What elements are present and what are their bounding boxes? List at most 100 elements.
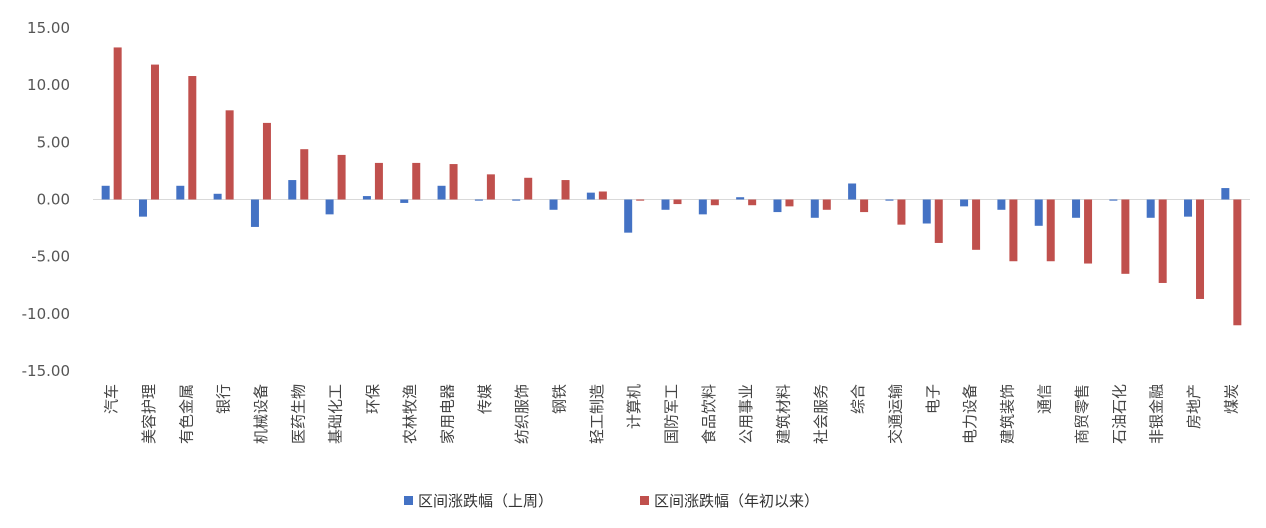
- category-label: 机械设备: [252, 384, 270, 444]
- bar-ytd-21: [897, 199, 906, 225]
- legend: 区间涨跌幅（上周） 区间涨跌幅（年初以来）: [404, 492, 819, 510]
- bar-last-week-25: [1034, 199, 1043, 226]
- bar-last-week-27: [1109, 199, 1118, 201]
- bar-last-week-4: [250, 199, 259, 227]
- bar-ytd-12: [561, 180, 570, 200]
- category-label: 纺织服饰: [513, 384, 531, 444]
- bar-ytd-9: [449, 164, 458, 200]
- category-label: 有色金属: [177, 384, 195, 444]
- bar-last-week-24: [997, 199, 1006, 210]
- legend-swatch-last-week: [404, 496, 413, 505]
- bar-last-week-20: [848, 183, 857, 200]
- category-label: 基础化工: [327, 384, 345, 444]
- bar-last-week-2: [176, 185, 185, 200]
- bar-last-week-6: [325, 199, 334, 215]
- bar-ytd-24: [1009, 199, 1018, 262]
- bar-last-week-11: [512, 199, 521, 201]
- bar-last-week-1: [138, 199, 147, 217]
- bar-last-week-18: [773, 199, 782, 213]
- bar-ytd-16: [710, 199, 719, 206]
- category-label: 环保: [364, 384, 382, 414]
- legend-label-last-week: 区间涨跌幅（上周）: [418, 492, 553, 510]
- legend-label-ytd: 区间涨跌幅（年初以来）: [654, 492, 819, 510]
- bar-ytd-27: [1121, 199, 1130, 274]
- bar-last-week-14: [624, 199, 633, 233]
- bar-ytd-28: [1158, 199, 1167, 283]
- bar-ytd-26: [1084, 199, 1093, 264]
- x-axis-labels: 汽车 美容护理 有色金属 银行 机械设备 医药生物 基础化工 环保 农林牧渔 家用电器 传媒 纺织服饰…: [103, 384, 1241, 444]
- category-label: 社会服务: [812, 384, 830, 444]
- y-tick-label: 15.00: [27, 19, 70, 37]
- bar-last-week-5: [288, 180, 297, 200]
- y-tick-label: -5.00: [31, 248, 70, 266]
- bar-ytd-7: [374, 162, 383, 200]
- category-label: 交通运输: [886, 384, 904, 444]
- bar-last-week-26: [1072, 199, 1081, 218]
- category-label: 电力设备: [961, 384, 979, 444]
- bar-last-week-12: [549, 199, 558, 210]
- bar-last-week-3: [213, 193, 222, 200]
- bars: [101, 47, 1242, 326]
- category-label: 石油石化: [1110, 384, 1128, 444]
- bar-ytd-19: [822, 199, 831, 210]
- category-label: 农林牧渔: [401, 384, 419, 444]
- category-label: 煤炭: [1222, 384, 1240, 414]
- bar-ytd-29: [1196, 199, 1205, 299]
- bar-ytd-25: [1046, 199, 1055, 262]
- bar-ytd-22: [934, 199, 943, 243]
- y-axis: 15.00 10.00 5.00 0.00 -5.00 -10.00 -15.00: [22, 19, 70, 380]
- bar-last-week-23: [960, 199, 969, 207]
- category-label: 商贸零售: [1073, 384, 1091, 444]
- bar-last-week-21: [885, 199, 894, 201]
- bar-last-week-17: [736, 197, 745, 200]
- category-label: 计算机: [625, 384, 643, 429]
- y-tick-label: -15.00: [22, 362, 70, 380]
- category-label: 钢铁: [551, 384, 569, 414]
- bar-ytd-15: [673, 199, 682, 205]
- bar-ytd-4: [262, 122, 271, 200]
- bar-last-week-30: [1221, 188, 1230, 200]
- bar-ytd-10: [486, 174, 495, 200]
- category-label: 银行: [215, 384, 233, 414]
- category-label: 建筑材料: [774, 384, 792, 444]
- bar-last-week-9: [437, 185, 446, 200]
- y-tick-label: 5.00: [37, 133, 70, 151]
- category-label: 国防军工: [663, 384, 681, 444]
- category-label: 综合: [849, 384, 867, 414]
- bar-ytd-18: [785, 199, 794, 207]
- category-label: 家用电器: [439, 384, 457, 444]
- category-label: 医药生物: [289, 384, 307, 444]
- category-label: 公用事业: [737, 384, 755, 444]
- bar-ytd-2: [188, 76, 197, 200]
- bar-ytd-8: [412, 162, 421, 200]
- category-label: 电子: [924, 384, 942, 414]
- bar-last-week-22: [922, 199, 931, 224]
- bar-last-week-13: [586, 192, 595, 200]
- bar-last-week-10: [474, 199, 483, 201]
- category-label: 食品饮料: [700, 384, 718, 444]
- category-label: 房地产: [1185, 384, 1203, 429]
- y-tick-label: 0.00: [37, 191, 70, 209]
- category-label: 通信: [1036, 384, 1054, 414]
- legend-swatch-ytd: [640, 496, 649, 505]
- category-label: 非银金融: [1148, 384, 1166, 444]
- bar-ytd-30: [1233, 199, 1242, 326]
- y-tick-label: 10.00: [27, 76, 70, 94]
- bar-last-week-29: [1184, 199, 1193, 217]
- bar-ytd-17: [748, 199, 757, 206]
- category-label: 传媒: [476, 384, 494, 414]
- bar-ytd-20: [860, 199, 869, 213]
- bar-ytd-11: [524, 177, 533, 200]
- bar-ytd-0: [113, 47, 122, 200]
- bar-ytd-5: [300, 149, 309, 200]
- bar-last-week-7: [362, 196, 371, 200]
- category-label: 美容护理: [140, 384, 158, 444]
- category-label: 汽车: [103, 384, 121, 414]
- bar-ytd-1: [150, 64, 159, 200]
- bar-last-week-8: [400, 199, 409, 203]
- bar-ytd-23: [972, 199, 981, 250]
- bar-ytd-6: [337, 154, 346, 200]
- bar-last-week-28: [1146, 199, 1155, 218]
- bar-ytd-3: [225, 110, 234, 200]
